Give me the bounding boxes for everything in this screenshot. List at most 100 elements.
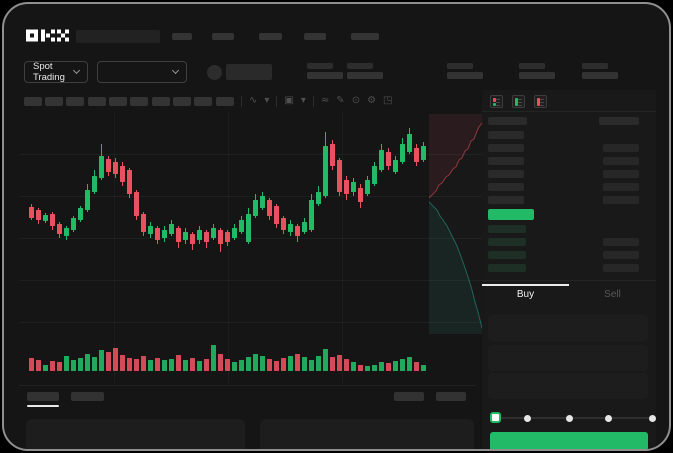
volume-bar <box>281 358 286 371</box>
volume-bar <box>120 355 125 371</box>
draw-tools-icon[interactable]: ✎ <box>336 95 345 106</box>
bottom-tab-skeleton[interactable] <box>27 392 59 401</box>
candle-body <box>64 228 69 236</box>
slider-stop[interactable] <box>648 415 656 422</box>
bid-amount-skeleton <box>603 238 639 246</box>
timeframe-button-skeleton[interactable] <box>130 97 148 106</box>
buy-button[interactable] <box>490 432 648 449</box>
candle-body <box>295 226 300 236</box>
last-price-bar[interactable] <box>488 209 534 220</box>
volume-bar <box>232 362 237 371</box>
candlestick-chart[interactable] <box>19 112 482 384</box>
ask-price-skeleton[interactable] <box>488 170 524 178</box>
order-input-skeleton[interactable] <box>488 315 648 341</box>
stat-value-skeleton <box>582 72 618 79</box>
volume-bar <box>344 359 349 371</box>
volume-bar <box>155 358 160 371</box>
timeframe-button-skeleton[interactable] <box>152 97 170 106</box>
candle-body <box>113 162 118 174</box>
fullscreen-icon[interactable]: ◳ <box>383 95 393 106</box>
volume-bar <box>274 361 279 371</box>
slider-stop[interactable] <box>604 415 612 422</box>
timeframe-button-skeleton[interactable] <box>66 97 84 106</box>
slider-stop[interactable] <box>565 415 573 422</box>
order-book-panel: Buy Sell <box>482 90 656 449</box>
chevron-down-icon[interactable]: ▾ <box>264 95 270 106</box>
bottom-tab-skeleton[interactable] <box>394 392 424 401</box>
volume-bar <box>141 356 146 371</box>
timeframe-button-skeleton[interactable] <box>173 97 191 106</box>
okx-logo[interactable] <box>26 29 70 42</box>
tab-sell[interactable]: Sell <box>604 289 621 300</box>
chevron-down-icon[interactable]: ▾ <box>300 95 306 106</box>
amount-slider-track[interactable] <box>495 417 652 419</box>
timeframe-button-skeleton[interactable] <box>194 97 212 106</box>
bid-price-skeleton[interactable] <box>488 251 526 259</box>
stat-value-skeleton <box>447 72 483 79</box>
bottom-tab-skeleton[interactable] <box>436 392 466 401</box>
bid-price-skeleton[interactable] <box>488 264 526 272</box>
ask-price-skeleton[interactable] <box>488 157 524 165</box>
candle-body <box>253 200 258 216</box>
candle-body <box>267 200 272 216</box>
volume-bar <box>183 360 188 371</box>
volume-bar <box>134 359 139 371</box>
volume-bar <box>407 357 412 371</box>
slider-handle[interactable] <box>489 412 501 423</box>
volume-bar <box>197 361 202 371</box>
tab-buy[interactable]: Buy <box>516 289 535 300</box>
candle-body <box>351 182 356 192</box>
buy-tab-indicator <box>482 284 569 286</box>
nav-item-skeleton[interactable] <box>212 33 234 40</box>
candle-body <box>274 206 279 224</box>
stat-label-skeleton <box>307 63 333 69</box>
volume-bar <box>71 360 76 371</box>
slider-stop[interactable] <box>523 415 531 422</box>
volume-bar <box>323 349 328 371</box>
candle-body <box>309 200 314 230</box>
order-input-skeleton[interactable] <box>488 345 648 371</box>
candle-body <box>232 228 237 238</box>
toolbar-separator <box>312 95 314 107</box>
ask-price-skeleton[interactable] <box>488 131 524 139</box>
gridline <box>19 196 482 197</box>
timeframe-button-skeleton[interactable] <box>216 97 234 106</box>
timeframe-button-skeleton[interactable] <box>109 97 127 106</box>
settings-icon[interactable]: ⚙ <box>367 95 377 106</box>
stat-label-skeleton <box>519 63 545 69</box>
timeframe-button-skeleton[interactable] <box>45 97 63 106</box>
depth-overlay <box>429 114 482 334</box>
bottom-tab-skeleton[interactable] <box>71 392 104 401</box>
ask-price-skeleton[interactable] <box>488 183 524 191</box>
nav-item-skeleton[interactable] <box>304 33 326 40</box>
bid-price-skeleton[interactable] <box>488 238 526 246</box>
screenshot-icon[interactable]: ⊙ <box>351 95 361 106</box>
nav-item-skeleton[interactable] <box>351 33 379 40</box>
search-input[interactable] <box>76 30 160 43</box>
candle-type-icon[interactable]: ▣ <box>284 95 294 106</box>
timeframe-button-skeleton[interactable] <box>24 97 42 106</box>
volume-bar <box>414 362 419 371</box>
order-input-skeleton[interactable] <box>488 373 648 399</box>
ask-amount-skeleton <box>603 183 639 191</box>
ticker-stat-skeleton <box>447 63 487 81</box>
pair-selector-dropdown[interactable] <box>97 61 187 83</box>
candle-body <box>169 224 174 234</box>
nav-item-skeleton[interactable] <box>172 33 192 40</box>
nav-item-skeleton[interactable] <box>259 33 282 40</box>
market-type-dropdown[interactable]: Spot Trading <box>24 61 88 83</box>
divider <box>482 111 656 112</box>
ask-price-skeleton[interactable] <box>488 196 524 204</box>
timeframe-button-skeleton[interactable] <box>88 97 106 106</box>
ticker-stat-skeleton <box>519 63 559 81</box>
book-bids-only-icon[interactable] <box>512 95 525 108</box>
book-asks-only-icon[interactable] <box>534 95 547 108</box>
bid-price-skeleton[interactable] <box>488 225 526 233</box>
book-both-sides-icon[interactable] <box>490 95 503 108</box>
ask-price-skeleton[interactable] <box>488 144 524 152</box>
line-style-icon[interactable]: ∿ <box>249 95 258 106</box>
candle-body <box>71 218 76 230</box>
indicators-icon[interactable]: ≈ <box>320 95 330 106</box>
volume-bar <box>260 356 265 371</box>
